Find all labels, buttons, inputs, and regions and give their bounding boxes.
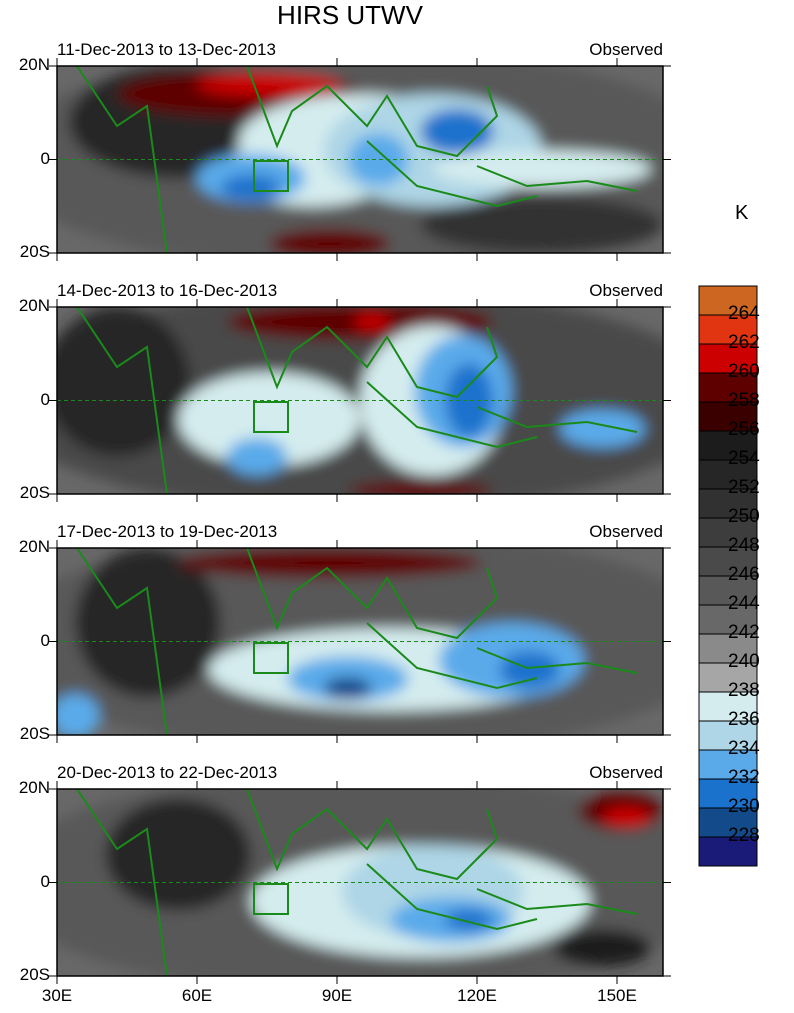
x-tick-label: 90E — [321, 986, 353, 1005]
colorbar-swatch — [698, 372, 758, 403]
colorbar-label: 244 — [728, 593, 760, 614]
colorbar — [698, 285, 758, 867]
colorbar-swatch — [698, 778, 758, 809]
panel-label: Observed — [589, 281, 663, 300]
y-tick-label: 20S — [19, 724, 50, 743]
colorbar-swatch — [698, 807, 758, 838]
colorbar-label: 254 — [728, 448, 760, 469]
region-box — [253, 642, 289, 674]
map-panel-4 — [57, 789, 663, 976]
colorbar-swatch — [698, 517, 758, 548]
colorbar-label: 256 — [728, 419, 760, 440]
panel-label: Observed — [589, 40, 663, 59]
colorbar-label: 240 — [728, 651, 760, 672]
colorbar-label: 262 — [728, 332, 760, 353]
colorbar-label: 230 — [728, 796, 760, 817]
panel-label: Observed — [589, 763, 663, 782]
y-tick-label: 0 — [40, 148, 50, 168]
colorbar-label: 252 — [728, 477, 760, 498]
colorbar-swatch — [698, 575, 758, 606]
y-tick-label: 20S — [19, 483, 50, 502]
colorbar-swatch — [698, 285, 758, 316]
colorbar-swatch — [698, 430, 758, 461]
colorbar-label: 238 — [728, 680, 760, 701]
colorbar-swatch — [698, 604, 758, 635]
panel-date-range: 11-Dec-2013 to 13-Dec-2013 — [57, 40, 276, 59]
panel-date-range: 17-Dec-2013 to 19-Dec-2013 — [57, 522, 278, 541]
colorbar-label: 236 — [728, 709, 760, 730]
colorbar-swatch — [698, 691, 758, 722]
y-tick-label: 0 — [40, 630, 50, 650]
y-tick-label: 20N — [18, 296, 50, 315]
colorbar-label: 242 — [728, 622, 760, 643]
colorbar-label: 260 — [728, 361, 760, 382]
colorbar-label: 232 — [728, 767, 760, 788]
x-tick-label: 150E — [597, 986, 637, 1005]
figure-title: HIRS UTWV — [277, 0, 423, 30]
colorbar-swatch — [698, 633, 758, 664]
y-tick-label: 20S — [19, 965, 50, 984]
x-tick-label: 60E — [181, 986, 213, 1005]
map-panel-3 — [57, 548, 663, 735]
region-box — [253, 401, 289, 433]
colorbar-swatch — [698, 314, 758, 345]
coastline — [76, 789, 638, 976]
y-tick-label: 0 — [40, 871, 50, 891]
map-panel-1 — [57, 66, 663, 253]
y-tick-label: 20N — [18, 537, 50, 556]
colorbar-label: 248 — [728, 535, 760, 556]
coastline — [76, 66, 638, 253]
region-box — [253, 883, 289, 915]
colorbar-label: 258 — [728, 390, 760, 411]
colorbar-swatch — [698, 836, 758, 867]
coastline — [76, 548, 638, 735]
map-panel-2 — [57, 307, 663, 494]
region-box — [253, 160, 289, 192]
panel-date-range: 20-Dec-2013 to 22-Dec-2013 — [57, 763, 278, 782]
panel-date-range: 14-Dec-2013 to 16-Dec-2013 — [57, 281, 278, 300]
colorbar-label: 250 — [728, 506, 760, 527]
colorbar-label: 264 — [728, 303, 760, 324]
colorbar-swatch — [698, 401, 758, 432]
colorbar-swatch — [698, 662, 758, 693]
colorbar-label: 234 — [728, 738, 760, 759]
x-tick-label: 30E — [41, 986, 73, 1005]
units-label: K — [735, 202, 749, 224]
y-tick-label: 20N — [18, 778, 50, 797]
x-tick-label: 120E — [457, 986, 497, 1005]
colorbar-label: 228 — [728, 825, 760, 846]
coastline — [76, 307, 638, 494]
y-tick-label: 0 — [40, 389, 50, 409]
colorbar-swatch — [698, 749, 758, 780]
panel-label: Observed — [589, 522, 663, 541]
colorbar-label: 246 — [728, 564, 760, 585]
y-tick-label: 20N — [18, 55, 50, 74]
colorbar-swatch — [698, 546, 758, 577]
y-tick-label: 20S — [19, 242, 50, 261]
